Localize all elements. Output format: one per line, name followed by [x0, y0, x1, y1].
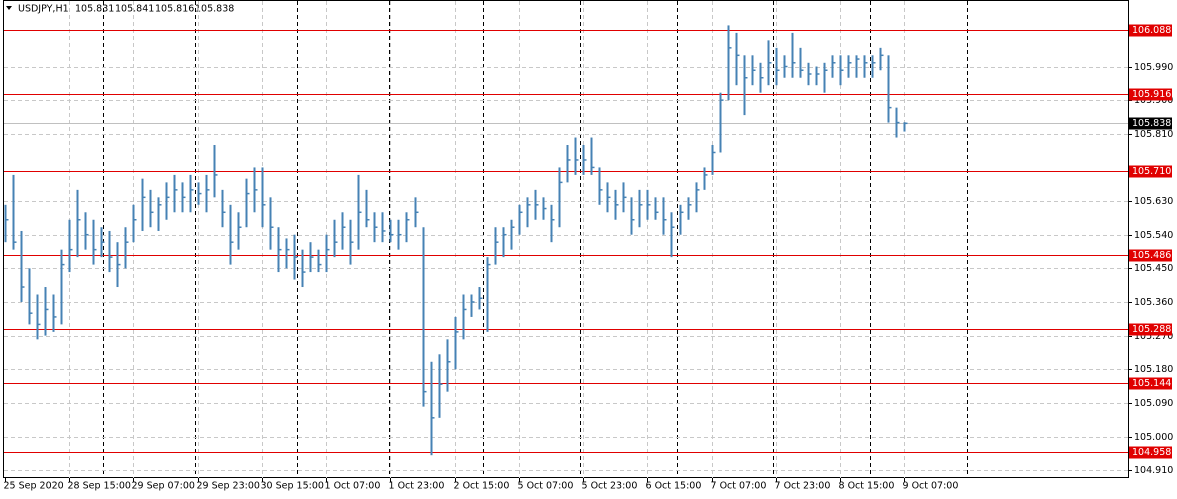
header-open: 105.831: [75, 4, 114, 15]
level-label-box: [1129, 446, 1172, 459]
y-tick-label: 105.270: [1134, 331, 1173, 342]
level-label-box: [1129, 377, 1172, 390]
level-label-box: [1129, 24, 1172, 37]
x-tick-label: 28 Sep 15:00: [68, 481, 131, 492]
x-tick-label: 1 Oct 07:00: [325, 481, 381, 492]
level-label: 106.088: [1132, 25, 1171, 36]
x-tick-label: 29 Sep 23:00: [197, 481, 260, 492]
plot-frame: [3, 0, 1129, 478]
bars: [4, 25, 908, 456]
level-label-box: [1129, 249, 1172, 262]
level-label: 105.710: [1132, 166, 1171, 177]
level-label: 105.144: [1132, 378, 1171, 389]
y-tick-label: 104.910: [1134, 465, 1173, 476]
x-tick-label: 30 Sep 15:00: [261, 481, 324, 492]
y-tick-label: 105.990: [1134, 62, 1173, 73]
header-close: 105.838: [195, 4, 234, 15]
x-tick-label: 7 Oct 07:00: [711, 481, 767, 492]
x-tick-label: 1 Oct 23:00: [389, 481, 445, 492]
y-tick-label: 105.090: [1134, 398, 1173, 409]
level-label-box: [1129, 88, 1172, 101]
level-label-box: [1129, 323, 1172, 336]
y-tick-label: 105.180: [1134, 364, 1173, 375]
x-tick-label: 5 Oct 23:00: [582, 481, 638, 492]
x-tick-label: 2 Oct 15:00: [454, 481, 510, 492]
current-price-label: 105.838: [1132, 118, 1171, 129]
header-low: 105.816: [155, 4, 194, 15]
x-tick-label: 8 Oct 15:00: [839, 481, 895, 492]
y-tick-label: 105.630: [1134, 196, 1173, 207]
level-label: 105.288: [1132, 324, 1171, 335]
y-tick-label: 105.000: [1134, 432, 1173, 443]
level-label-box: [1129, 165, 1172, 178]
level-label: 105.916: [1132, 89, 1171, 100]
chart-title: USDJPY,H1: [18, 4, 69, 15]
header-high: 105.841: [115, 4, 154, 15]
x-tick-label: 9 Oct 07:00: [903, 481, 959, 492]
y-tick-label: 105.540: [1134, 230, 1173, 241]
level-label: 105.486: [1132, 250, 1171, 261]
y-tick-label: 105.450: [1134, 263, 1173, 274]
x-tick-label: 5 Oct 07:00: [518, 481, 574, 492]
x-tick-label: 25 Sep 2020: [4, 481, 64, 492]
level-label: 104.958: [1132, 447, 1171, 458]
current-price-box: [1129, 117, 1172, 130]
x-tick-label: 6 Oct 15:00: [646, 481, 702, 492]
x-tick-label: 7 Oct 23:00: [775, 481, 831, 492]
y-tick-label: 105.360: [1134, 297, 1173, 308]
y-tick-label: 105.810: [1134, 129, 1173, 140]
menu-arrow[interactable]: [6, 6, 12, 10]
x-tick-label: 29 Sep 07:00: [132, 481, 195, 492]
